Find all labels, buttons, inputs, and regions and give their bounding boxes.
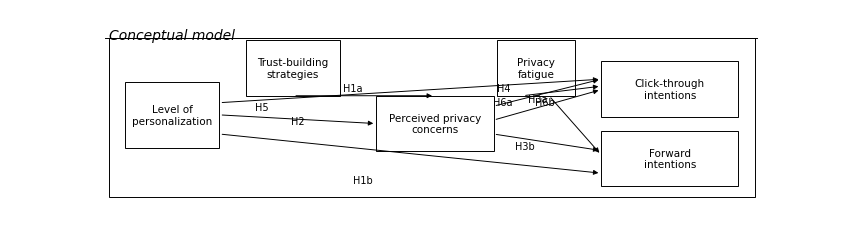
Text: H2: H2 bbox=[291, 117, 305, 126]
Bar bbox=[497, 41, 575, 96]
Text: Trust-building
strategies: Trust-building strategies bbox=[258, 58, 328, 79]
Bar bbox=[601, 62, 738, 117]
Text: H6b: H6b bbox=[535, 97, 554, 107]
Bar bbox=[125, 82, 220, 148]
Text: H4: H4 bbox=[497, 83, 510, 93]
Text: H6a: H6a bbox=[493, 97, 513, 107]
Text: H1a: H1a bbox=[344, 83, 363, 93]
Text: Click-through
intentions: Click-through intentions bbox=[635, 79, 705, 100]
Bar bbox=[601, 131, 738, 186]
Text: Perceived privacy
concerns: Perceived privacy concerns bbox=[389, 113, 481, 135]
Bar bbox=[246, 41, 340, 96]
Text: Forward
intentions: Forward intentions bbox=[643, 148, 695, 169]
Text: Privacy
fatigue: Privacy fatigue bbox=[517, 58, 555, 79]
Text: Level of
personalization: Level of personalization bbox=[132, 105, 212, 126]
Text: H3b: H3b bbox=[515, 142, 535, 151]
Text: Conceptual model: Conceptual model bbox=[109, 29, 235, 43]
Text: H1b: H1b bbox=[354, 175, 373, 185]
Bar bbox=[376, 96, 493, 152]
Text: H5: H5 bbox=[255, 103, 269, 112]
Text: H3a: H3a bbox=[528, 95, 547, 105]
